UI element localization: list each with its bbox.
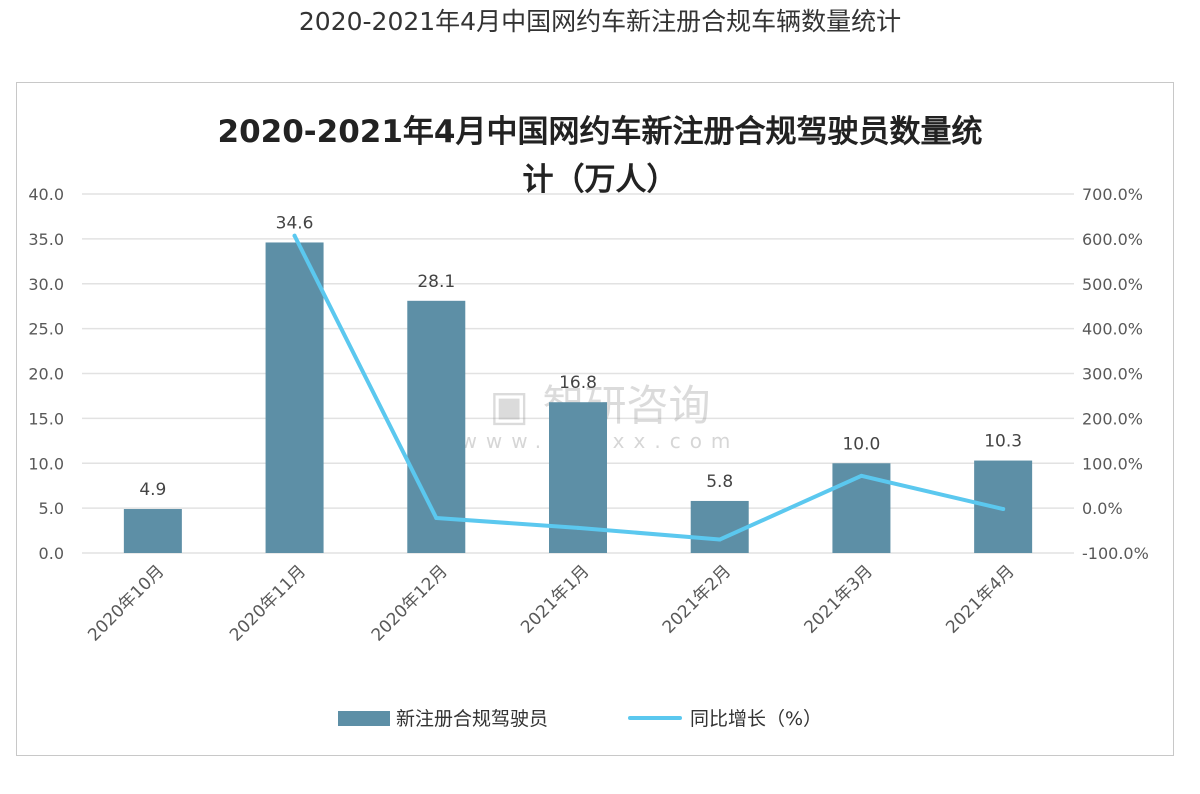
bar-data-label: 5.8 [706,472,733,492]
y-left-tick-label: 0.0 [39,544,64,563]
x-tick-label: 2021年4月 [942,561,1018,637]
line-point [1001,507,1006,512]
bar [407,300,466,553]
legend-bar-label: 新注册合规驾驶员 [396,708,548,730]
line-series [292,233,1006,542]
y-right-tick-label: 700.0% [1082,185,1143,204]
bar-data-label: 10.3 [984,432,1022,452]
x-tick-label: 2021年2月 [659,561,735,637]
line-point [576,525,580,530]
chart-frame [16,82,1174,756]
legend-bar-swatch [338,711,390,726]
bar-data-label: 16.8 [559,373,597,393]
y-right-tick-label: 400.0% [1082,320,1143,339]
bar [832,463,891,553]
y-right-tick-label: 200.0% [1082,409,1143,428]
legend-line-label: 同比增长（%） [690,708,822,730]
bar-data-label: 10.0 [842,434,880,454]
y-left-tick-label: 15.0 [28,409,64,428]
line-point [717,537,722,542]
x-tick-label: 2020年11月 [226,561,310,645]
bar [690,500,749,553]
y-right-tick-label: 500.0% [1082,275,1143,294]
bar-data-label: 28.1 [417,272,455,292]
bar [265,242,324,553]
y-right-tick-label: 0.0% [1082,499,1123,518]
page-title: 2020-2021年4月中国网约车新注册合规车辆数量统计 [298,7,902,36]
line-point [292,233,297,238]
x-tick-label: 2020年10月 [84,561,168,645]
line-point [434,515,439,520]
x-tick-label: 2021年1月 [517,561,593,637]
y-right-tick-label: 100.0% [1082,454,1143,473]
x-tick-label: 2020年12月 [368,561,452,645]
y-left-tick-label: 25.0 [28,320,64,339]
y-left-tick-label: 35.0 [28,230,64,249]
x-tick-label: 2021年3月 [801,561,877,637]
y-left-tick-label: 40.0 [28,185,64,204]
chart-title-line: 计（万人） [523,162,678,198]
y-right-tick-label: -100.0% [1082,544,1149,563]
y-left-tick-label: 20.0 [28,365,64,384]
bar-data-label: 34.6 [276,213,314,233]
line-point [859,473,864,478]
y-left-tick-label: 10.0 [28,454,64,473]
y-right-tick-label: 600.0% [1082,230,1143,249]
y-right-tick-label: 300.0% [1082,365,1143,384]
bar-data-label: 4.9 [139,480,166,500]
y-left-tick-label: 5.0 [39,499,64,518]
bar [123,509,182,553]
y-left-tick-label: 30.0 [28,275,64,294]
bar [974,460,1033,553]
chart-title-line: 2020-2021年4月中国网约车新注册合规驾驶员数量统 [218,114,983,150]
